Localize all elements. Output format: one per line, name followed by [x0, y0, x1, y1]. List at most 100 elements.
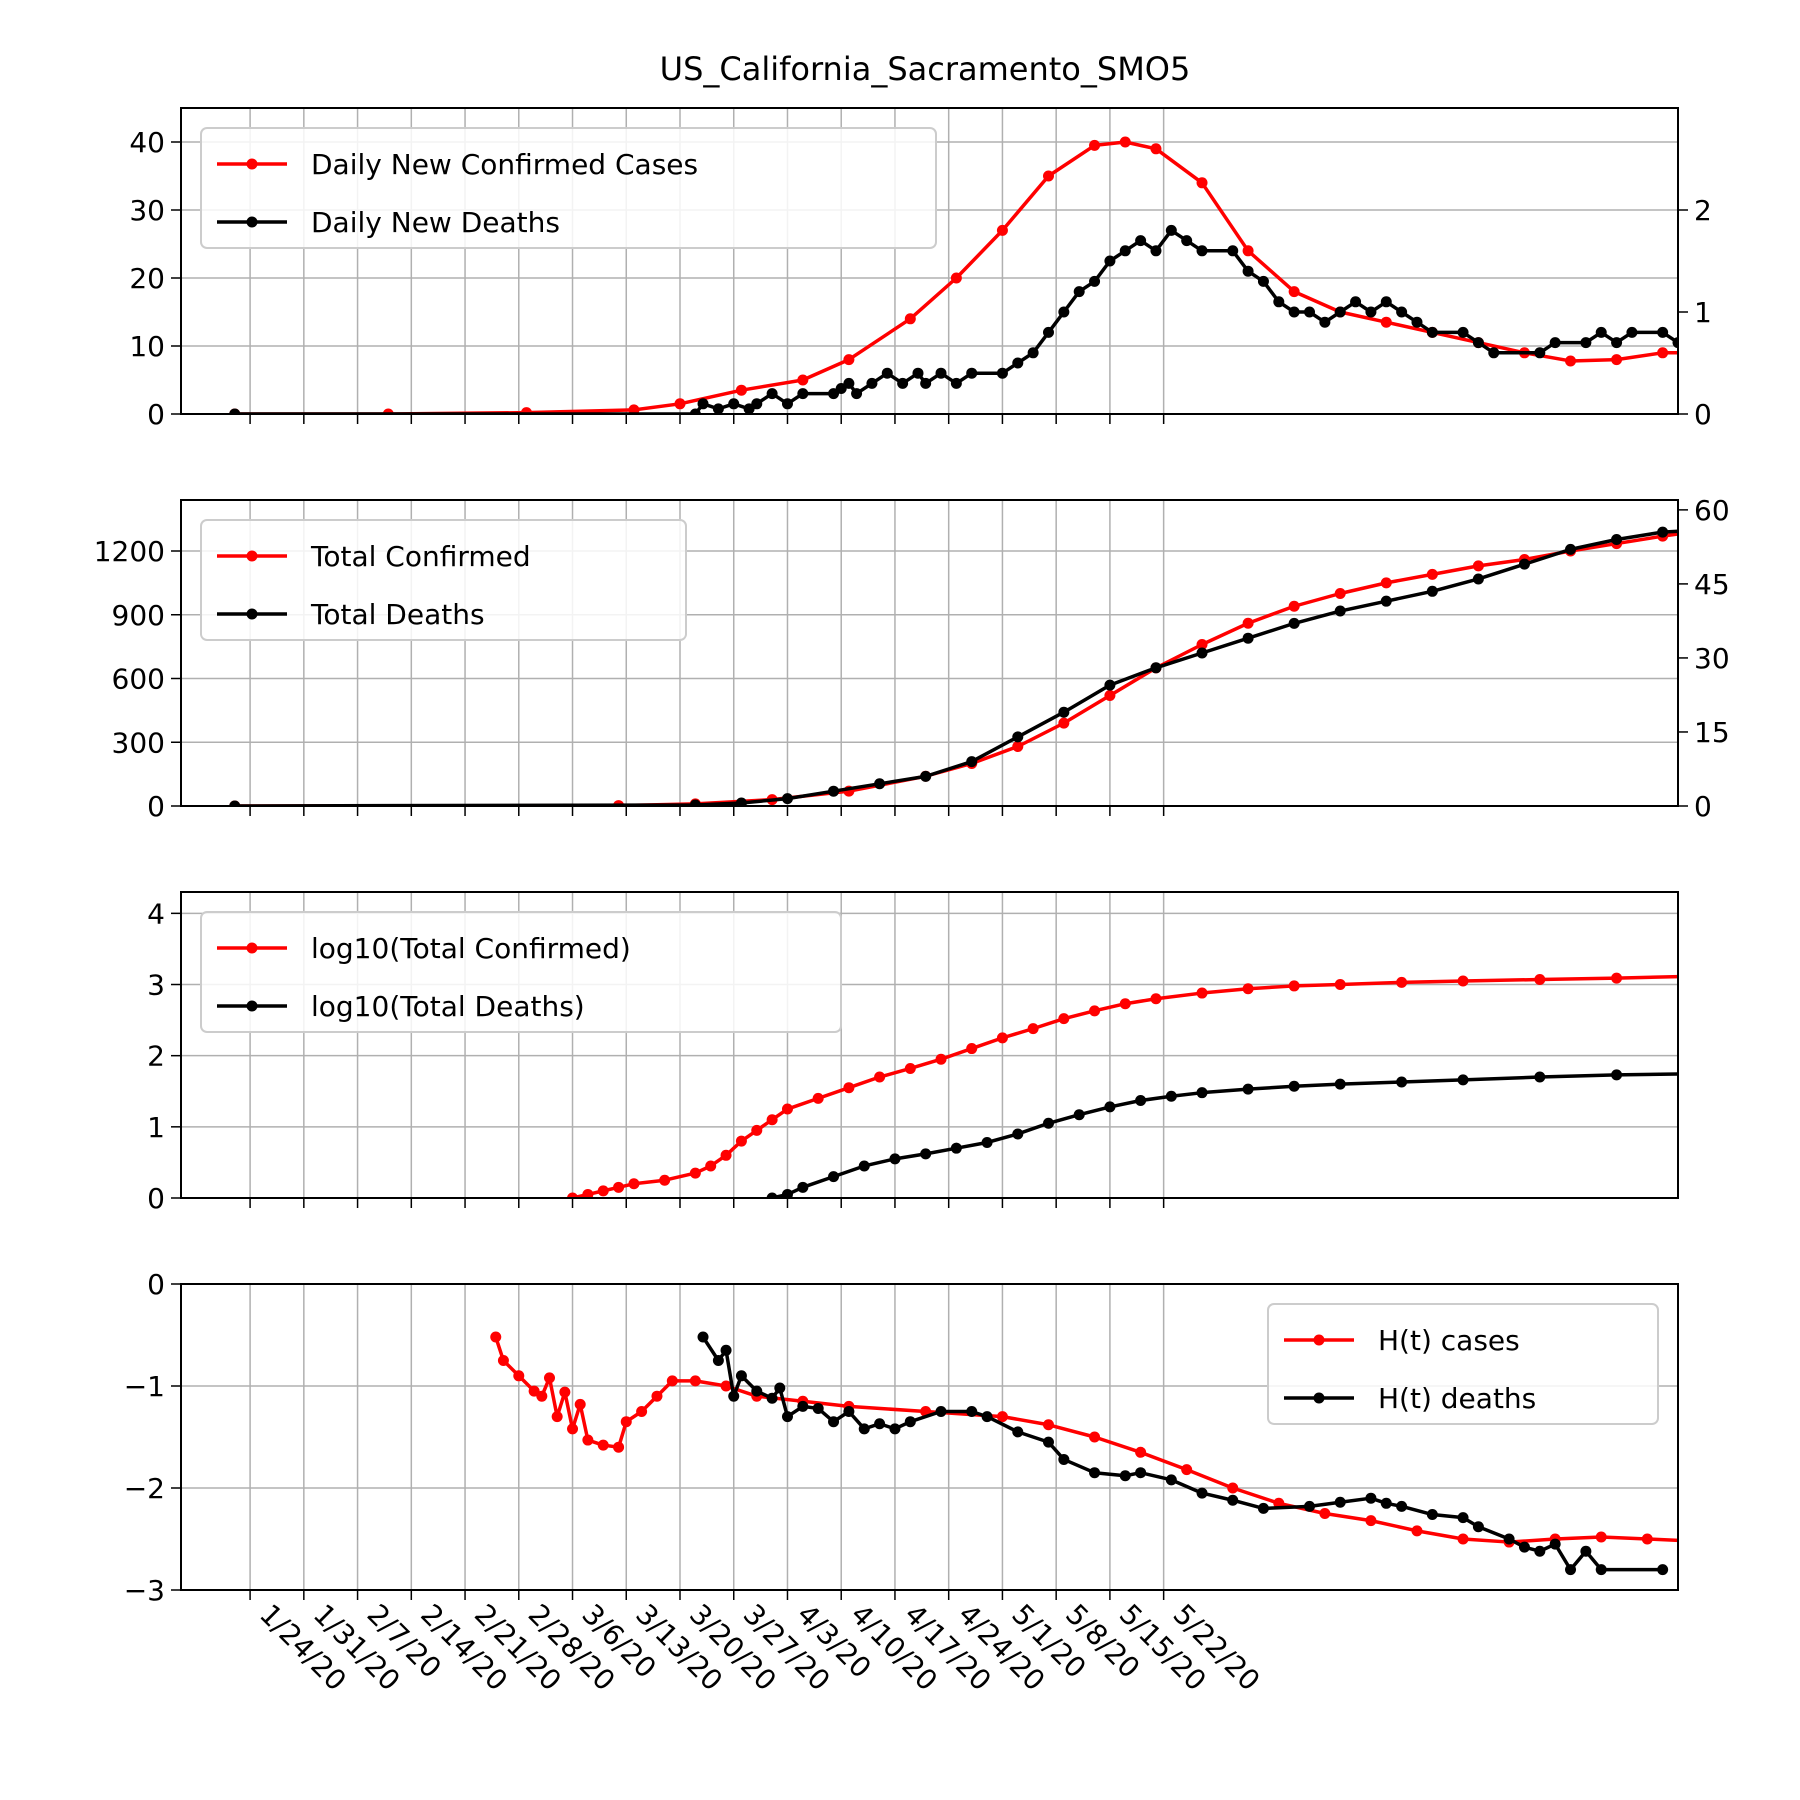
series-point: [1334, 1496, 1346, 1508]
series-point: [851, 388, 863, 400]
series-line-1: [572, 974, 1678, 1198]
y-right-tick-label: 0: [1694, 790, 1712, 823]
series-point: [1411, 316, 1423, 328]
series-point: [674, 398, 686, 410]
series-point: [628, 404, 640, 414]
series-point: [582, 1434, 594, 1446]
series-point: [797, 374, 809, 386]
series-point: [1181, 1464, 1193, 1476]
series-point: [1288, 1080, 1300, 1092]
series-point: [1304, 306, 1316, 318]
series-point: [1242, 245, 1254, 257]
series-point: [1611, 354, 1623, 366]
series-point: [935, 1053, 947, 1065]
series-point: [904, 1416, 916, 1428]
series-point: [843, 1406, 855, 1417]
series-point: [229, 408, 241, 414]
series-point: [1089, 1467, 1101, 1479]
legend-box: [200, 911, 842, 1033]
series-point: [1227, 245, 1239, 257]
y-tick-label: 1200: [94, 535, 165, 568]
series-point: [1042, 1436, 1054, 1448]
series-point: [1518, 1541, 1530, 1553]
series-point: [1089, 1431, 1101, 1443]
series-point: [1426, 585, 1438, 597]
series-point: [996, 1032, 1008, 1044]
series-point: [543, 1372, 555, 1384]
series-point: [1457, 326, 1469, 338]
series-point: [1611, 533, 1623, 545]
series-point: [1165, 1090, 1177, 1102]
legend-swatch-marker: [246, 608, 258, 620]
series-point: [1426, 326, 1438, 338]
series-point: [735, 384, 747, 396]
series-point: [1688, 1536, 1699, 1547]
series-group: [229, 136, 1791, 414]
legend-box: [1267, 1303, 1659, 1425]
series-point: [1242, 265, 1254, 277]
series-point: [1135, 1446, 1147, 1458]
series-point: [935, 367, 947, 379]
series-point: [1365, 306, 1377, 318]
series-point: [1488, 347, 1500, 359]
series-point: [1565, 1564, 1577, 1576]
series-point: [1089, 1005, 1101, 1017]
series-point: [1565, 543, 1577, 555]
legend-label: Total Confirmed: [310, 540, 531, 573]
y-tick-label: 4: [147, 897, 165, 930]
y-tick-label: 2: [147, 1040, 165, 1073]
series-point: [1135, 235, 1147, 247]
series-point: [582, 1188, 594, 1198]
series-point: [843, 377, 855, 389]
y-tick-label: 3: [147, 969, 165, 1002]
series-point: [1411, 1525, 1423, 1537]
series-point: [1042, 170, 1054, 182]
series-point: [1534, 974, 1546, 986]
y-right-tick-label: 15: [1694, 716, 1730, 749]
series-point: [1549, 1538, 1561, 1550]
y-right-tick-label: 60: [1694, 494, 1730, 527]
series-point: [1104, 690, 1116, 701]
series-point: [889, 1423, 901, 1435]
series-point: [1780, 358, 1791, 369]
series-point: [1089, 275, 1101, 287]
series-point: [1534, 1545, 1546, 1557]
series-point: [966, 756, 978, 768]
y-tick-label: 0: [147, 398, 165, 431]
series-point: [981, 1136, 993, 1148]
series-point: [689, 799, 701, 806]
series-point: [1334, 306, 1346, 318]
series-point: [920, 377, 932, 389]
series-point: [766, 388, 778, 400]
series-point: [1012, 357, 1024, 369]
series-point: [1273, 296, 1285, 308]
series-point: [1703, 337, 1714, 348]
series-point: [1058, 717, 1070, 729]
series-point: [597, 1439, 609, 1451]
legend-swatch-marker: [246, 1000, 258, 1012]
series-point: [1150, 245, 1162, 257]
series-point: [1396, 976, 1408, 988]
series-point: [1119, 245, 1131, 257]
series-point: [1196, 647, 1208, 659]
series-point: [996, 367, 1008, 379]
legend-label: Daily New Deaths: [311, 206, 560, 239]
series-point: [720, 1380, 732, 1392]
series-point: [751, 1124, 763, 1136]
series-point: [1549, 337, 1561, 349]
series-point: [620, 1416, 632, 1428]
series-point: [1027, 347, 1039, 359]
series-point: [904, 313, 916, 325]
series-point: [781, 1411, 793, 1423]
series-point: [874, 1071, 886, 1083]
y-tick-label: −3: [124, 1574, 165, 1607]
series-point: [697, 398, 709, 410]
series-point: [1196, 245, 1208, 257]
series-point: [828, 1171, 840, 1183]
y-right-tick-label: 2: [1694, 194, 1712, 227]
series-point: [1242, 983, 1254, 995]
series-point: [1042, 326, 1054, 338]
series-point: [1042, 1419, 1054, 1431]
series-point: [996, 1411, 1008, 1423]
